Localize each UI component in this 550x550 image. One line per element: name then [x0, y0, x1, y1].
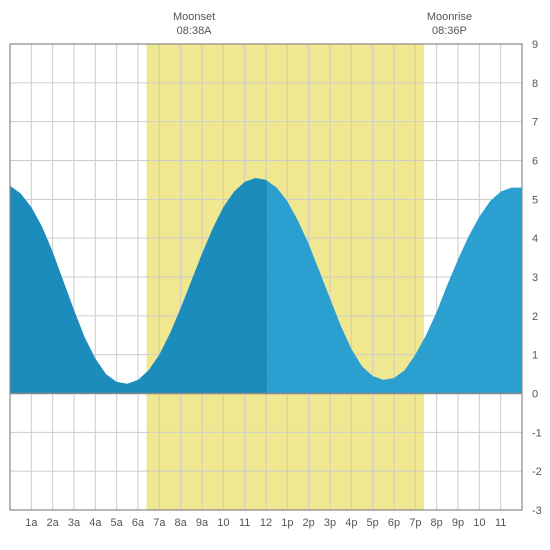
x-tick-label: 8a — [175, 517, 188, 529]
chart-svg: 1a2a3a4a5a6a7a8a9a1011121p2p3p4p5p6p7p8p… — [0, 0, 550, 550]
x-tick-label: 5p — [367, 517, 379, 529]
x-tick-label: 6a — [132, 517, 145, 529]
y-tick-label: 6 — [532, 156, 538, 168]
x-tick-label: 9p — [452, 517, 464, 529]
y-tick-label: -2 — [532, 466, 542, 478]
x-tick-label: 9a — [196, 517, 209, 529]
x-tick-label: 5a — [111, 517, 124, 529]
x-tick-label: 1p — [281, 517, 293, 529]
x-tick-label: 7a — [153, 517, 166, 529]
y-tick-label: 3 — [532, 272, 538, 284]
y-tick-label: 0 — [532, 389, 538, 401]
x-tick-label: 6p — [388, 517, 400, 529]
x-tick-label: 3a — [68, 517, 81, 529]
tide-chart: 1a2a3a4a5a6a7a8a9a1011121p2p3p4p5p6p7p8p… — [0, 0, 550, 550]
x-tick-label: 10 — [473, 517, 485, 529]
moonrise-label: Moonrise — [427, 11, 472, 23]
moonrise-time: 08:36P — [432, 25, 467, 37]
y-tick-label: 4 — [532, 233, 538, 245]
y-tick-label: 5 — [532, 194, 538, 206]
y-tick-label: 8 — [532, 78, 538, 90]
x-tick-label: 11 — [239, 517, 250, 529]
x-tick-label: 7p — [409, 517, 421, 529]
moonset-label: Moonset — [173, 11, 215, 23]
y-tick-label: 9 — [532, 39, 538, 51]
x-tick-label: 3p — [324, 517, 336, 529]
x-tick-label: 4a — [89, 517, 102, 529]
x-tick-label: 11 — [495, 517, 506, 529]
y-tick-label: 2 — [532, 311, 538, 323]
x-tick-label: 8p — [431, 517, 443, 529]
y-tick-label: 1 — [532, 350, 538, 362]
x-tick-label: 12 — [260, 517, 272, 529]
moonset-time: 08:38A — [177, 25, 213, 37]
x-tick-label: 1a — [25, 517, 38, 529]
x-tick-label: 4p — [345, 517, 357, 529]
y-tick-label: -3 — [532, 505, 542, 517]
y-tick-label: 7 — [532, 117, 538, 129]
x-tick-label: 2p — [303, 517, 315, 529]
y-tick-label: -1 — [532, 427, 542, 439]
x-tick-label: 2a — [47, 517, 60, 529]
x-tick-label: 10 — [217, 517, 229, 529]
